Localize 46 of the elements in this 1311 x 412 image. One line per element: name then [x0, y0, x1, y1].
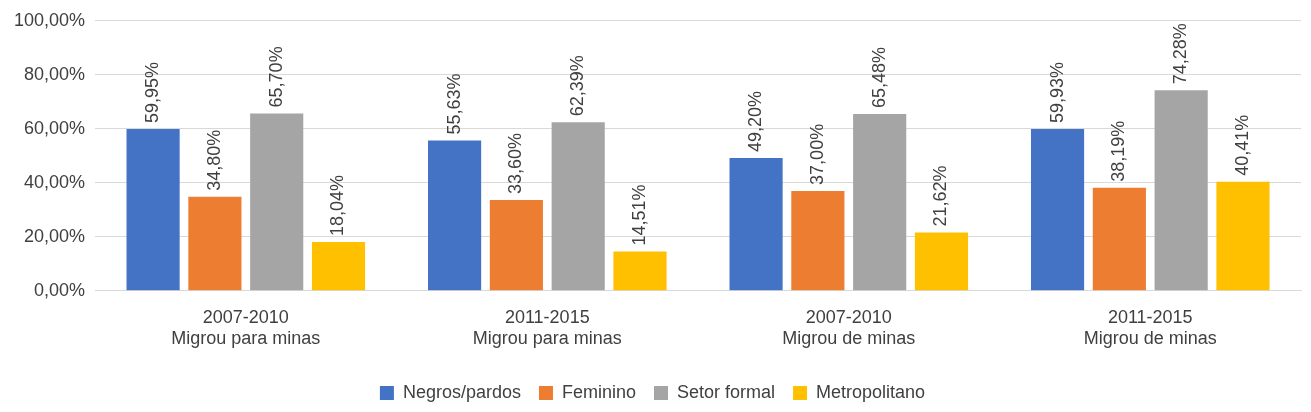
y-tick-label: 40,00%: [24, 171, 86, 192]
legend-label: Metropolitano: [816, 381, 926, 402]
data-label: 62,39%: [567, 55, 588, 117]
bar: [791, 190, 845, 291]
bar: [126, 128, 180, 291]
legend-label: Feminino: [561, 381, 636, 402]
data-label: 34,80%: [203, 129, 224, 191]
bar: [428, 140, 482, 291]
y-tick-label: 60,00%: [24, 117, 86, 138]
data-label: 21,62%: [930, 165, 951, 227]
bar: [613, 251, 667, 291]
x-tick-label: 2011-2015 Migrou para minas: [472, 306, 622, 349]
legend-label: Setor formal: [677, 381, 776, 402]
y-tick-label: 80,00%: [24, 63, 86, 84]
bar: [1216, 181, 1270, 291]
bar: [853, 114, 907, 291]
data-label: 65,70%: [265, 46, 286, 108]
data-label: 55,63%: [443, 73, 464, 135]
x-tick-label: 2007-2010 Migrou para minas: [171, 306, 321, 349]
data-label: 18,04%: [327, 175, 348, 237]
data-label: 49,20%: [745, 90, 766, 152]
bar: [551, 122, 605, 291]
data-label: 40,41%: [1231, 114, 1252, 176]
data-label: 37,00%: [806, 123, 827, 185]
data-label: 33,60%: [505, 133, 526, 195]
data-label: 14,51%: [628, 184, 649, 246]
bar: [1092, 187, 1146, 291]
data-label: 65,48%: [868, 46, 889, 108]
data-label: 59,93%: [1046, 61, 1067, 123]
x-tick-label: 2007-2010 Migrou de minas: [782, 306, 916, 349]
bar: [489, 200, 543, 291]
y-tick-label: 20,00%: [24, 225, 86, 246]
data-label: 59,95%: [142, 61, 163, 123]
bar: [1154, 90, 1208, 291]
bar: [311, 242, 366, 291]
bar: [1030, 128, 1085, 291]
bar: [188, 196, 242, 291]
bar: [914, 232, 969, 291]
bar: [729, 157, 783, 291]
x-tick-label: 2011-2015 Migrou de minas: [1083, 306, 1217, 349]
legend-label: Negros/pardos: [402, 381, 521, 402]
y-tick-label: 100,00%: [14, 9, 86, 30]
y-tick-label: 0,00%: [34, 279, 86, 300]
data-label: 38,19%: [1108, 120, 1129, 182]
bar: [250, 113, 304, 291]
data-label: 74,28%: [1170, 23, 1191, 85]
